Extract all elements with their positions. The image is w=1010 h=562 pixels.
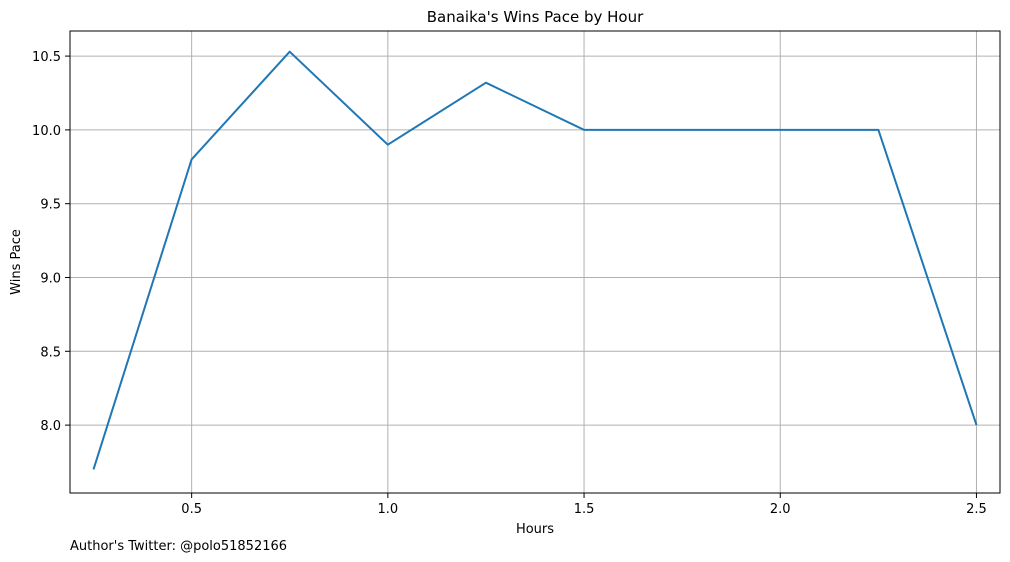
x-tick-label: 0.5 [181,502,202,517]
y-tick-label: 9.5 [40,198,61,213]
data-point [386,143,390,147]
data-point [484,81,488,85]
data-point [582,128,586,132]
x-tick-label: 2.0 [770,502,791,517]
x-tick-label: 1.5 [574,502,595,517]
y-tick-label: 10.5 [32,50,61,65]
axis-ticks: 0.5 1.0 1.5 2.0 2.5 8.0 8.5 9.0 9.5 10.0 10.5 [32,50,987,517]
data-point [190,157,194,161]
data-point [680,128,684,132]
data-point [876,128,880,132]
x-axis-label: Hours [516,522,554,537]
y-tick-label: 8.5 [40,345,61,360]
y-tick-label: 9.0 [40,271,61,286]
y-axis-label: Wins Pace [9,229,24,295]
x-tick-label: 2.5 [966,502,987,517]
chart-title: Banaika's Wins Pace by Hour [427,8,644,26]
x-tick-label: 1.0 [378,502,399,517]
series-layer [92,50,978,471]
plot-frame [69,30,1001,494]
data-point [778,128,782,132]
author-footnote: Author's Twitter: @polo51852166 [70,539,287,554]
y-tick-label: 8.0 [40,419,61,434]
series-line [92,50,978,470]
data-point [92,467,96,471]
data-point [974,423,978,427]
grid-lines [70,31,1000,493]
data-point [288,50,292,54]
y-tick-label: 10.0 [32,124,61,139]
